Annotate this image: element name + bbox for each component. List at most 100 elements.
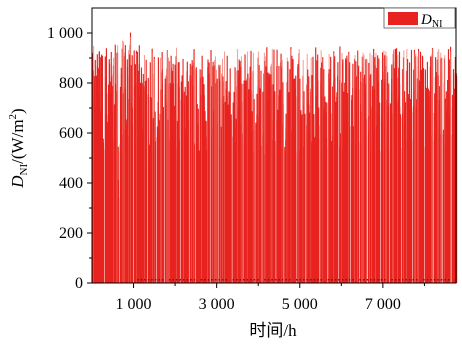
low-value-mark (303, 279, 305, 281)
low-value-mark (380, 279, 383, 281)
low-value-mark (253, 279, 256, 281)
low-value-mark (440, 279, 443, 281)
legend: DNI (383, 7, 456, 30)
low-value-mark (317, 279, 319, 281)
plot-frame (91, 7, 457, 284)
low-value-mark (137, 279, 139, 281)
low-value-mark (433, 279, 436, 281)
low-value-mark (278, 279, 280, 281)
low-value-mark (366, 279, 369, 281)
low-value-mark (186, 279, 188, 281)
low-value-mark (151, 279, 153, 281)
y-axis-label-unit: /(W/m (8, 119, 27, 163)
y-axis-label-subscript: NI (18, 164, 30, 176)
low-value-mark (338, 279, 340, 281)
y-axis-label-superscript: 2 (7, 114, 19, 120)
low-value-mark (306, 279, 309, 281)
low-value-mark (409, 279, 411, 281)
y-axis-label-symbol: D (8, 175, 27, 189)
low-value-mark (285, 279, 287, 281)
low-value-mark (225, 279, 227, 281)
low-value-mark (363, 279, 365, 281)
low-value-mark (147, 279, 150, 281)
low-value-mark (168, 279, 171, 281)
bars-group (91, 32, 458, 283)
low-value-mark (267, 279, 270, 281)
low-value-mark (140, 279, 143, 281)
low-value-mark (327, 279, 330, 281)
y-tick-label: 400 (59, 175, 83, 192)
low-value-mark (405, 279, 407, 281)
low-value-mark (207, 279, 210, 281)
low-value-mark (394, 279, 397, 281)
low-value-mark (271, 279, 273, 281)
legend-label-subscript: NI (432, 19, 443, 30)
low-value-mark (296, 279, 298, 281)
y-axis: 0 200 400 600 800 1 000 (47, 25, 92, 292)
low-value-mark (172, 279, 174, 281)
legend-label: DNI (420, 12, 442, 30)
low-value-mark (274, 279, 277, 281)
low-value-mark (179, 279, 181, 281)
low-value-mark (243, 279, 245, 281)
low-value-mark (239, 279, 241, 281)
low-value-mark (246, 279, 249, 281)
low-value-mark (183, 279, 185, 281)
low-value-mark (158, 279, 160, 281)
low-value-mark (416, 279, 418, 281)
bottom-dots-group (137, 279, 450, 281)
low-value-mark (299, 279, 302, 281)
low-value-mark (352, 279, 354, 281)
low-value-mark (313, 279, 316, 281)
low-value-mark (423, 279, 425, 281)
low-value-mark (264, 279, 266, 281)
low-value-mark (359, 279, 362, 281)
x-tick-label: 7 000 (365, 296, 401, 313)
low-value-mark (334, 279, 337, 281)
low-value-mark (391, 279, 393, 281)
low-value-mark (200, 279, 203, 281)
low-value-mark (370, 279, 372, 281)
x-tick-label: 5 000 (282, 296, 318, 313)
low-value-mark (218, 279, 220, 281)
low-value-mark (257, 279, 259, 281)
low-value-mark (345, 279, 347, 281)
low-value-mark (232, 279, 234, 281)
low-value-mark (412, 279, 415, 281)
low-value-mark (331, 279, 333, 281)
low-value-mark (236, 279, 238, 281)
low-value-mark (221, 279, 224, 281)
low-value-mark (214, 279, 217, 281)
low-value-mark (289, 279, 291, 281)
low-value-mark (175, 279, 178, 281)
y-tick-label: 1 000 (47, 25, 83, 42)
low-value-mark (349, 279, 351, 281)
low-value-mark (402, 279, 404, 281)
low-value-mark (430, 279, 432, 281)
low-value-mark (190, 279, 192, 281)
low-value-mark (437, 279, 439, 281)
low-value-mark (211, 279, 213, 281)
y-tick-label: 600 (59, 125, 83, 142)
low-value-mark (250, 279, 252, 281)
legend-label-symbol: D (420, 12, 432, 28)
y-tick-label: 200 (59, 225, 83, 242)
low-value-mark (377, 279, 379, 281)
x-axis: 1 000 3 000 5 000 7 000 (116, 283, 425, 313)
low-value-mark (447, 279, 450, 281)
y-tick-label: 0 (75, 275, 83, 292)
low-value-mark (144, 279, 146, 281)
low-value-mark (444, 279, 446, 281)
x-axis-label: 时间/h (249, 321, 297, 340)
low-value-mark (204, 279, 206, 281)
low-value-mark (193, 279, 196, 281)
legend-swatch (388, 12, 418, 25)
low-value-mark (161, 279, 164, 281)
low-value-mark (320, 279, 323, 281)
low-value-mark (398, 279, 400, 281)
low-value-mark (373, 279, 376, 281)
y-axis-label-close: ) (8, 108, 27, 114)
y-axis-label: DNI/(W/m2) (7, 108, 30, 188)
x-tick-label: 3 000 (199, 296, 235, 313)
